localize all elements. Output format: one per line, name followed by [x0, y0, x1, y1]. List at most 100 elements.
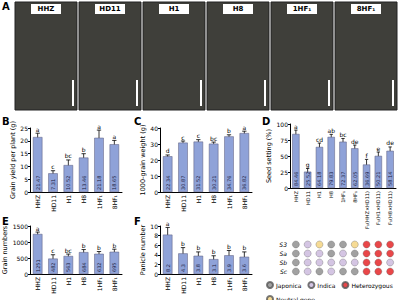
svg-text:79.83: 79.83 [328, 172, 334, 186]
svg-text:500: 500 [17, 255, 29, 262]
svg-text:684: 684 [81, 262, 87, 272]
svg-text:100: 100 [277, 121, 289, 128]
svg-text:1500: 1500 [13, 223, 28, 230]
svg-text:c: c [197, 132, 200, 139]
svg-text:de: de [386, 139, 394, 146]
svg-text:58.14: 58.14 [387, 172, 393, 186]
svg-text:5: 5 [24, 176, 28, 183]
svg-text:c: c [51, 247, 54, 254]
svg-text:b: b [97, 244, 101, 251]
svg-text:HD11: HD11 [99, 5, 121, 13]
svg-text:H8: H8 [210, 277, 217, 286]
svg-text:H8: H8 [233, 5, 244, 13]
svg-text:HD11: HD11 [50, 277, 57, 294]
svg-text:HHZ: HHZ [164, 195, 171, 208]
svg-text:22.34: 22.34 [165, 176, 171, 190]
svg-text:30.87: 30.87 [180, 176, 186, 190]
svg-text:bc: bc [210, 135, 217, 142]
svg-text:cd: cd [316, 136, 323, 143]
svg-text:31.52: 31.52 [195, 176, 201, 190]
svg-text:b: b [82, 146, 86, 153]
svg-text:8HF₁: 8HF₁ [352, 191, 358, 203]
svg-text:8HF₁: 8HF₁ [111, 194, 118, 209]
svg-text:2: 2 [154, 261, 158, 268]
svg-text:A: A [2, 1, 10, 12]
svg-text:D: D [262, 116, 270, 127]
svg-text:Sc: Sc [280, 268, 288, 275]
svg-text:g: g [306, 161, 310, 169]
svg-text:50.21: 50.21 [375, 172, 381, 186]
svg-text:8HF₁: 8HF₁ [241, 194, 248, 209]
svg-text:3.1: 3.1 [211, 264, 217, 272]
svg-text:3.6: 3.6 [241, 264, 247, 272]
svg-text:bc: bc [65, 152, 72, 159]
svg-text:de: de [351, 138, 359, 145]
svg-text:HHZ: HHZ [38, 5, 55, 13]
svg-text:1251: 1251 [35, 259, 41, 272]
svg-text:b: b [227, 243, 231, 250]
svg-text:a: a [242, 124, 246, 131]
svg-text:bc: bc [339, 131, 346, 138]
svg-text:b: b [181, 240, 185, 247]
svg-text:20: 20 [20, 137, 28, 144]
svg-text:b: b [227, 127, 231, 134]
svg-text:4.3: 4.3 [180, 264, 186, 272]
svg-text:1HF₁: 1HF₁ [226, 194, 233, 209]
svg-text:a: a [166, 220, 170, 227]
svg-text:25: 25 [280, 169, 288, 176]
svg-text:H8: H8 [80, 195, 87, 204]
svg-text:8: 8 [154, 232, 158, 239]
svg-text:30.21: 30.21 [211, 176, 217, 190]
svg-text:18.65: 18.65 [111, 176, 117, 190]
svg-text:H1: H1 [169, 5, 180, 13]
svg-text:64.18: 64.18 [316, 172, 322, 186]
svg-text:36.69: 36.69 [364, 172, 370, 186]
svg-text:HD11: HD11 [180, 277, 187, 294]
svg-text:Sa: Sa [280, 250, 288, 257]
svg-text:75: 75 [280, 137, 288, 144]
svg-text:72.37: 72.37 [340, 172, 346, 186]
svg-text:15: 15 [20, 150, 28, 157]
svg-text:1HF₁: 1HF₁ [293, 5, 312, 13]
svg-text:Grain yield per plant (g): Grain yield per plant (g) [9, 121, 17, 199]
svg-text:8HF₁: 8HF₁ [357, 5, 376, 13]
svg-text:b: b [212, 248, 216, 255]
svg-text:34.76: 34.76 [226, 176, 232, 190]
svg-text:10: 10 [150, 173, 158, 180]
svg-text:Neutral gene: Neutral gene [276, 296, 315, 300]
svg-text:H1: H1 [316, 191, 322, 198]
svg-text:30: 30 [150, 141, 158, 148]
svg-text:Panicle number: Panicle number [139, 225, 147, 276]
svg-text:e: e [376, 145, 380, 152]
svg-text:H1: H1 [65, 195, 72, 204]
svg-text:3.9: 3.9 [226, 264, 232, 272]
svg-text:8HF₁: 8HF₁ [241, 276, 248, 291]
svg-text:f: f [365, 152, 368, 159]
svg-text:Sb: Sb [279, 259, 287, 266]
svg-text:c: c [51, 163, 54, 170]
svg-text:1HF₁: 1HF₁ [96, 276, 103, 291]
svg-text:b: b [82, 242, 86, 249]
svg-text:8.2: 8.2 [165, 264, 171, 272]
svg-text:HD11: HD11 [50, 195, 57, 212]
svg-text:0: 0 [284, 185, 288, 192]
svg-text:Japonica: Japonica [275, 282, 302, 290]
svg-text:HHZ: HHZ [293, 190, 299, 202]
svg-text:25.52: 25.52 [305, 172, 311, 186]
svg-text:10.52: 10.52 [65, 176, 71, 190]
svg-text:a: a [36, 126, 40, 133]
svg-text:a: a [112, 133, 116, 140]
svg-text:HHZ: HHZ [34, 195, 41, 208]
svg-text:H1: H1 [195, 195, 202, 204]
svg-text:3.8: 3.8 [195, 264, 201, 272]
svg-text:21.18: 21.18 [96, 176, 102, 190]
svg-text:ab: ab [327, 127, 335, 134]
svg-text:36.82: 36.82 [241, 176, 247, 190]
svg-text:20: 20 [150, 157, 158, 164]
svg-text:b: b [196, 244, 200, 251]
svg-text:7.31: 7.31 [50, 179, 56, 190]
svg-text:HD11: HD11 [180, 195, 187, 212]
svg-text:F₁(H8×HD11): F₁(H8×HD11) [387, 191, 393, 225]
svg-text:HHZ: HHZ [34, 277, 41, 290]
svg-text:Heterozygous: Heterozygous [351, 282, 392, 290]
